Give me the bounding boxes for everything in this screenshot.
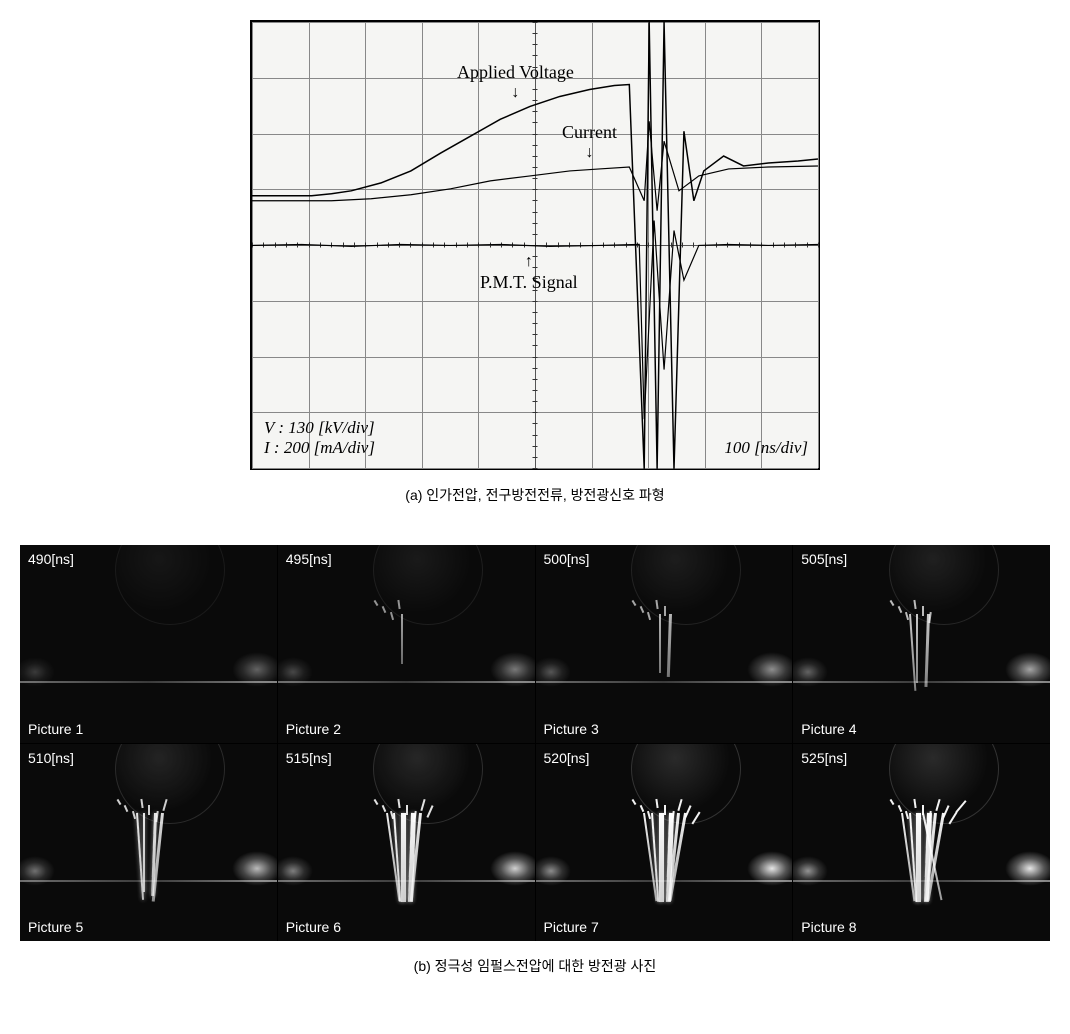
current-label-text: Current <box>562 122 617 143</box>
current-label: Current ↓ <box>562 122 617 161</box>
frame-time-label: 490[ns] <box>28 551 74 567</box>
frame-picture-label: Picture 7 <box>544 919 599 935</box>
frame-picture-label: Picture 3 <box>544 721 599 737</box>
figure-container: Applied Voltage ↓ Current ↓ ↑ P.M.T. Sig… <box>20 20 1050 976</box>
caption-b: (b) 정극성 임펄스전압에 대한 방전광 사진 <box>414 956 657 976</box>
arrow-up-icon: ↑ <box>525 254 533 270</box>
frame-time-label: 515[ns] <box>286 750 332 766</box>
frame-picture-label: Picture 4 <box>801 721 856 737</box>
discharge-frame: 510[ns] Picture 5 <box>20 744 277 942</box>
frame-time-label: 525[ns] <box>801 750 847 766</box>
discharge-frame: 505[ns] Picture 4 <box>793 545 1050 743</box>
discharge-section: 490[ns] Picture 1 495[ns] Picture 2 500[ns] P… <box>20 545 1050 976</box>
timebase-scale: 100 [ns/div] <box>724 438 808 458</box>
pmt-trace <box>252 221 818 420</box>
frame-time-label: 520[ns] <box>544 750 590 766</box>
discharge-grid: 490[ns] Picture 1 495[ns] Picture 2 500[ns] P… <box>20 545 1050 941</box>
discharge-frame: 525[ns] Picture 8 <box>793 744 1050 942</box>
current-scale: I : 200 [mA/div] <box>264 438 375 458</box>
caption-a: (a) 인가전압, 전구방전전류, 방전광신호 파형 <box>405 485 664 505</box>
oscilloscope-chart: Applied Voltage ↓ Current ↓ ↑ P.M.T. Sig… <box>250 20 820 470</box>
discharge-frame: 515[ns] Picture 6 <box>278 744 535 942</box>
scope-section: Applied Voltage ↓ Current ↓ ↑ P.M.T. Sig… <box>250 20 820 505</box>
frame-picture-label: Picture 1 <box>28 721 83 737</box>
pmt-label-text: P.M.T. Signal <box>480 272 578 293</box>
discharge-frame: 490[ns] Picture 1 <box>20 545 277 743</box>
voltage-scale: V : 130 [kV/div] <box>264 418 375 438</box>
frame-picture-label: Picture 5 <box>28 919 83 935</box>
discharge-frame: 495[ns] Picture 2 <box>278 545 535 743</box>
current-trace <box>252 121 818 210</box>
frame-picture-label: Picture 8 <box>801 919 856 935</box>
frame-time-label: 495[ns] <box>286 551 332 567</box>
arrow-down-icon: ↓ <box>585 145 593 161</box>
voltage-label-text: Applied Voltage <box>457 62 574 83</box>
frame-picture-label: Picture 2 <box>286 721 341 737</box>
arrow-down-icon: ↓ <box>511 85 519 101</box>
discharge-frame: 520[ns] Picture 7 <box>536 744 793 942</box>
frame-time-label: 505[ns] <box>801 551 847 567</box>
frame-time-label: 500[ns] <box>544 551 590 567</box>
voltage-label: Applied Voltage ↓ <box>457 62 574 101</box>
discharge-frame: 500[ns] Picture 3 <box>536 545 793 743</box>
frame-time-label: 510[ns] <box>28 750 74 766</box>
frame-picture-label: Picture 6 <box>286 919 341 935</box>
pmt-label: ↑ P.M.T. Signal <box>480 254 578 293</box>
